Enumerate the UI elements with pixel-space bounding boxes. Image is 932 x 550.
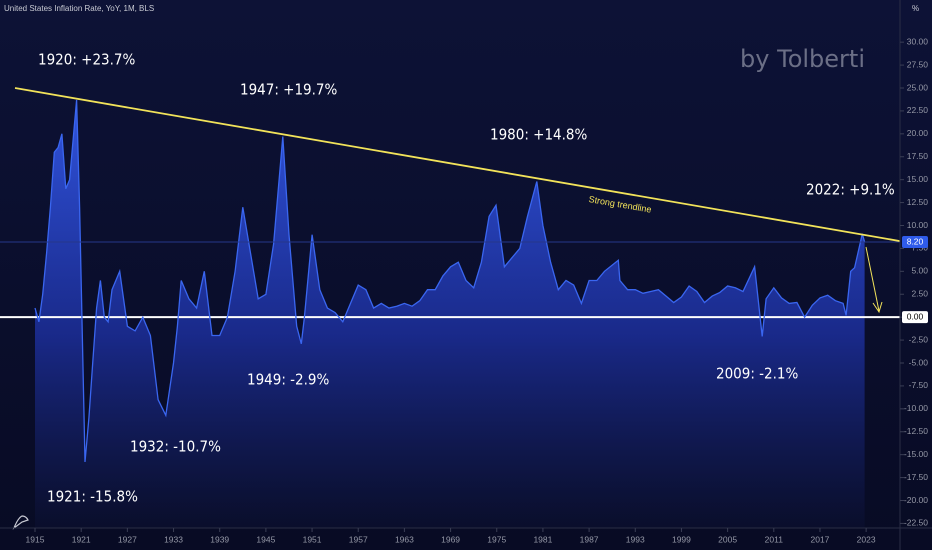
y-tick-label: 27.50 <box>907 59 929 69</box>
x-tick-label: 2005 <box>718 534 737 544</box>
annotation: 2009: -2.1% <box>716 365 798 383</box>
y-tick-label: 22.50 <box>907 105 929 115</box>
arrow <box>865 246 883 314</box>
zero-label: 0.00 <box>907 311 924 321</box>
y-tick-label: 5.00 <box>911 266 928 276</box>
logo <box>12 515 29 530</box>
y-tick-label: -20.00 <box>904 495 928 505</box>
plot-area: Strong trendline <box>0 87 901 529</box>
y-tick-label: 10.00 <box>907 220 929 230</box>
last-value-box <box>902 236 928 248</box>
x-tick-label: 1915 <box>26 534 45 544</box>
y-tick-label: 2.50 <box>911 289 928 299</box>
last-value-label: 8.20 <box>907 236 924 246</box>
y-tick-label: -12.50 <box>904 426 928 436</box>
x-tick-label: 1993 <box>626 534 645 544</box>
annotation: 1949: -2.9% <box>247 371 329 389</box>
x-tick-label: 2017 <box>811 534 830 544</box>
x-tick-label: 1969 <box>441 534 460 544</box>
annotation: 1921: -15.8% <box>47 488 138 506</box>
x-tick-label: 2011 <box>765 534 784 544</box>
y-tick-label: 12.50 <box>907 197 929 207</box>
x-tick-label: 1975 <box>487 534 506 544</box>
x-tick-label: 1933 <box>164 534 183 544</box>
y-tick-label: 15.00 <box>907 174 929 184</box>
annotation: 1920: +23.7% <box>38 51 136 69</box>
x-tick-label: 1945 <box>256 534 275 544</box>
x-tick-label: 1927 <box>118 534 137 544</box>
x-tick-label: 1981 <box>533 534 552 544</box>
y-tick-label: -7.50 <box>909 380 929 390</box>
x-tick-label: 1921 <box>72 534 91 544</box>
annotation: 2022: +9.1% <box>806 181 895 199</box>
unit-label: % <box>912 4 919 13</box>
area-fill <box>35 99 865 529</box>
annotation: 1980: +14.8% <box>490 126 588 144</box>
x-tick-label: 1957 <box>349 534 368 544</box>
x-tick-label: 1999 <box>672 534 691 544</box>
x-tick-label: 1987 <box>580 534 599 544</box>
y-tick-label: -22.50 <box>904 518 928 528</box>
annotation: 1947: +19.7% <box>240 81 338 99</box>
chart-title: United States Inflation Rate, YoY, 1M, B… <box>4 4 154 13</box>
y-tick-label: 17.50 <box>907 151 929 161</box>
zero-box <box>902 311 928 324</box>
y-tick-label: -5.00 <box>909 357 929 367</box>
x-tick-label: 2023 <box>857 534 876 544</box>
y-tick-label: 25.00 <box>907 82 929 92</box>
watermark: by Tolberti <box>740 45 865 73</box>
trendline <box>14 87 901 242</box>
y-tick-label: 30.00 <box>907 36 929 46</box>
y-tick-label: -2.50 <box>909 334 929 344</box>
y-tick-label: -17.50 <box>904 472 928 482</box>
x-tick-label: 1939 <box>210 534 229 544</box>
y-tick-label: -10.00 <box>904 403 928 413</box>
annotation: 1932: -10.7% <box>130 438 221 456</box>
x-tick-label: 1963 <box>395 534 414 544</box>
y-tick-label: -15.00 <box>904 449 928 459</box>
line <box>34 99 866 463</box>
x-tick-label: 1951 <box>303 534 322 544</box>
y-tick-label: 20.00 <box>907 128 929 138</box>
